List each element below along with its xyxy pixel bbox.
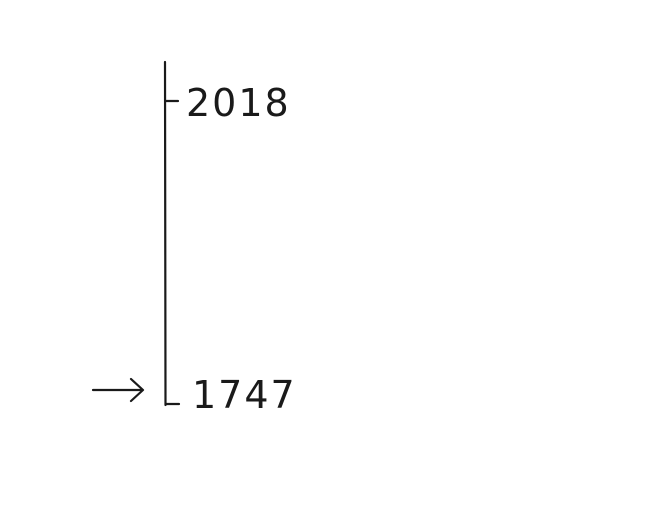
- label-top: 2018: [186, 81, 291, 125]
- right-arrow-icon: [91, 377, 145, 403]
- timeline-axis: [163, 60, 167, 407]
- label-bottom: 1747: [192, 373, 297, 417]
